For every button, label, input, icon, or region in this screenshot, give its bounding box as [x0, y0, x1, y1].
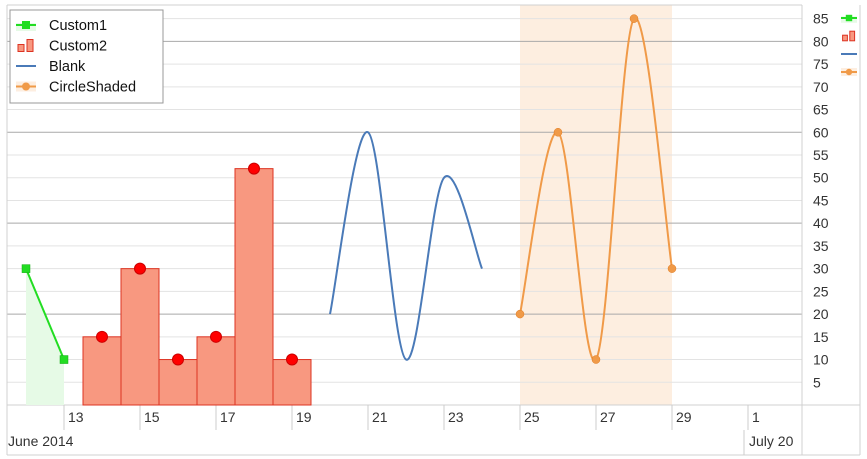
legend-icon-bar: [26, 39, 34, 52]
series-custom2: [82, 162, 312, 406]
area-fill: [26, 268, 64, 405]
x-tick-label: 23: [448, 409, 464, 425]
point-marker: [591, 355, 601, 364]
legend-item-custom2: Custom2: [17, 39, 107, 55]
legend-item-custom1: Custom1: [16, 18, 107, 34]
line: [519, 17, 673, 362]
mini-legend-item-circleshaded: [841, 68, 857, 76]
y-tick-label: 60: [813, 124, 829, 140]
legend-label: Custom1: [49, 18, 107, 34]
mini-legend: [841, 14, 857, 76]
shade-layer: [520, 5, 672, 405]
y-tick-label: 20: [813, 306, 829, 322]
point-marker: [667, 264, 677, 273]
y-tick-label: 85: [813, 11, 829, 27]
x-month-label: June 2014: [8, 433, 74, 449]
y-tick-label: 65: [813, 102, 829, 118]
x-tick-label: 19: [296, 409, 312, 425]
legend-icon-marker: [22, 82, 30, 91]
series-layer: [21, 14, 677, 406]
y-tick-label: 70: [813, 79, 829, 95]
x-tick-label: 1: [752, 409, 760, 425]
x-tick-label: 17: [220, 409, 236, 425]
bar-marker: [286, 353, 298, 366]
bar-marker: [210, 330, 222, 343]
series-blank: [329, 131, 483, 361]
y-tick-label: 15: [813, 329, 829, 345]
legend-icon-bar: [842, 34, 848, 42]
legend-label: Blank: [49, 59, 86, 75]
x-month-label: July 20: [749, 433, 794, 449]
legend-label: Custom2: [49, 39, 107, 55]
bar-marker: [96, 330, 108, 343]
point-marker: [21, 264, 31, 273]
legend-icon-bar: [849, 30, 856, 42]
mini-legend-item-custom2: [842, 30, 856, 42]
y-tick-label: 75: [813, 56, 829, 72]
legend-icon-marker: [845, 68, 853, 76]
y-tick-label: 5: [813, 374, 821, 390]
circleshaded-shade-band: [520, 5, 672, 405]
bar: [120, 268, 160, 406]
x-tick-label: 27: [600, 409, 616, 425]
y-tick-label: 55: [813, 147, 829, 163]
legend: Custom1 Custom2 Blank CircleShaded: [9, 9, 164, 104]
bar: [196, 336, 236, 406]
legend-item-circleshaded: CircleShaded: [16, 80, 136, 96]
bar: [82, 336, 122, 406]
line: [25, 268, 65, 360]
legend-item-blank: Blank: [16, 59, 86, 75]
x-tick-label: 21: [372, 409, 388, 425]
x-tick-label: 29: [676, 409, 692, 425]
y-tick-label: 25: [813, 283, 829, 299]
x-tick-label: 25: [524, 409, 540, 425]
line: [329, 131, 483, 361]
point-marker: [59, 355, 69, 364]
y-tick-label: 10: [813, 352, 829, 368]
point-marker: [515, 309, 525, 319]
y-tick-label: 80: [813, 33, 829, 49]
y-tick-label: 35: [813, 238, 829, 254]
bar: [234, 168, 274, 406]
bar-marker: [172, 353, 184, 366]
legend-icon-marker: [845, 14, 853, 22]
series-circleshaded: [515, 14, 677, 364]
y-tick-label: 45: [813, 192, 829, 208]
mini-legend-item-custom1: [841, 14, 857, 23]
bar-marker: [248, 162, 260, 175]
point-marker: [553, 128, 563, 137]
series-custom1: [21, 264, 69, 405]
x-tick-label: 15: [144, 409, 160, 425]
y-tick-label: 40: [813, 215, 829, 231]
y-tick-label: 50: [813, 170, 829, 186]
bar: [158, 359, 198, 406]
legend-icon-marker: [22, 21, 30, 29]
legend-icon-bar: [17, 44, 25, 52]
bar: [272, 359, 312, 406]
point-marker: [629, 14, 639, 23]
y-tick-label: 30: [813, 261, 829, 277]
legend-label: CircleShaded: [49, 80, 136, 96]
axis-layer: 5 10 15 20 25 30 35 40 45 50 55 60 65 70 75 80 85 13 15 17 1…: [8, 11, 829, 449]
bar-marker: [134, 262, 146, 275]
x-tick-label: 13: [68, 409, 84, 425]
